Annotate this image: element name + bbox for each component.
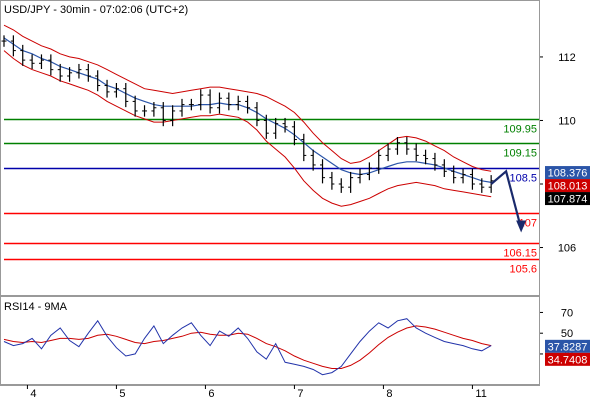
price-badge — [545, 166, 590, 180]
price-tick-label: 106 — [558, 243, 576, 255]
chart-title: USD/JPY - 30min - 07:02:06 (UTC+2) — [4, 4, 188, 16]
x-axis: 4 5 6 7 8 11 — [26, 385, 487, 400]
price-badge-label: 108.013 — [548, 181, 588, 193]
rsi-badge — [545, 339, 590, 353]
x-tick-label: 4 — [30, 388, 36, 400]
x-tick-label: 11 — [475, 388, 486, 400]
lower-band — [3, 50, 492, 207]
price-tick-label: 110 — [558, 115, 576, 127]
x-tick-label: 5 — [119, 388, 125, 400]
rsi-badge-label: 37.8287 — [548, 341, 588, 353]
x-tick-label: 6 — [208, 388, 214, 400]
forecast-arrow — [490, 169, 527, 233]
price-tick-label: 112 — [558, 52, 576, 64]
price-badge-label: 107.874 — [548, 194, 588, 206]
level-label: 109.15 — [503, 148, 537, 160]
level-label: 109.95 — [503, 124, 537, 136]
level-label: 108.5 — [509, 173, 537, 185]
price-badge — [545, 179, 590, 193]
rsi-ma-line — [3, 325, 492, 369]
x-tick-label: 8 — [386, 388, 392, 400]
forecast-path — [490, 169, 523, 229]
price-badge — [545, 192, 590, 206]
level-label: 105.6 — [509, 264, 537, 276]
level-label: 106.15 — [503, 248, 537, 260]
rsi-tick-label: 50 — [561, 328, 573, 340]
upper-band — [3, 24, 492, 172]
x-tick-label: 7 — [297, 388, 303, 400]
bollinger-bands — [3, 24, 492, 207]
rsi-tick-label: 70 — [561, 307, 573, 319]
price-bars — [1, 35, 494, 193]
rsi-badge — [545, 352, 590, 366]
forecast-arrowhead — [516, 220, 527, 233]
rsi-panel-frame — [0, 296, 540, 385]
price-panel-frame — [0, 0, 540, 296]
rsi-label: RSI14 - 9MA — [4, 301, 68, 313]
rsi-lines — [3, 318, 492, 376]
rsi-badge-label: 34.7408 — [548, 354, 588, 366]
rsi-line — [3, 318, 492, 376]
price-badge-label: 108.376 — [548, 168, 588, 180]
